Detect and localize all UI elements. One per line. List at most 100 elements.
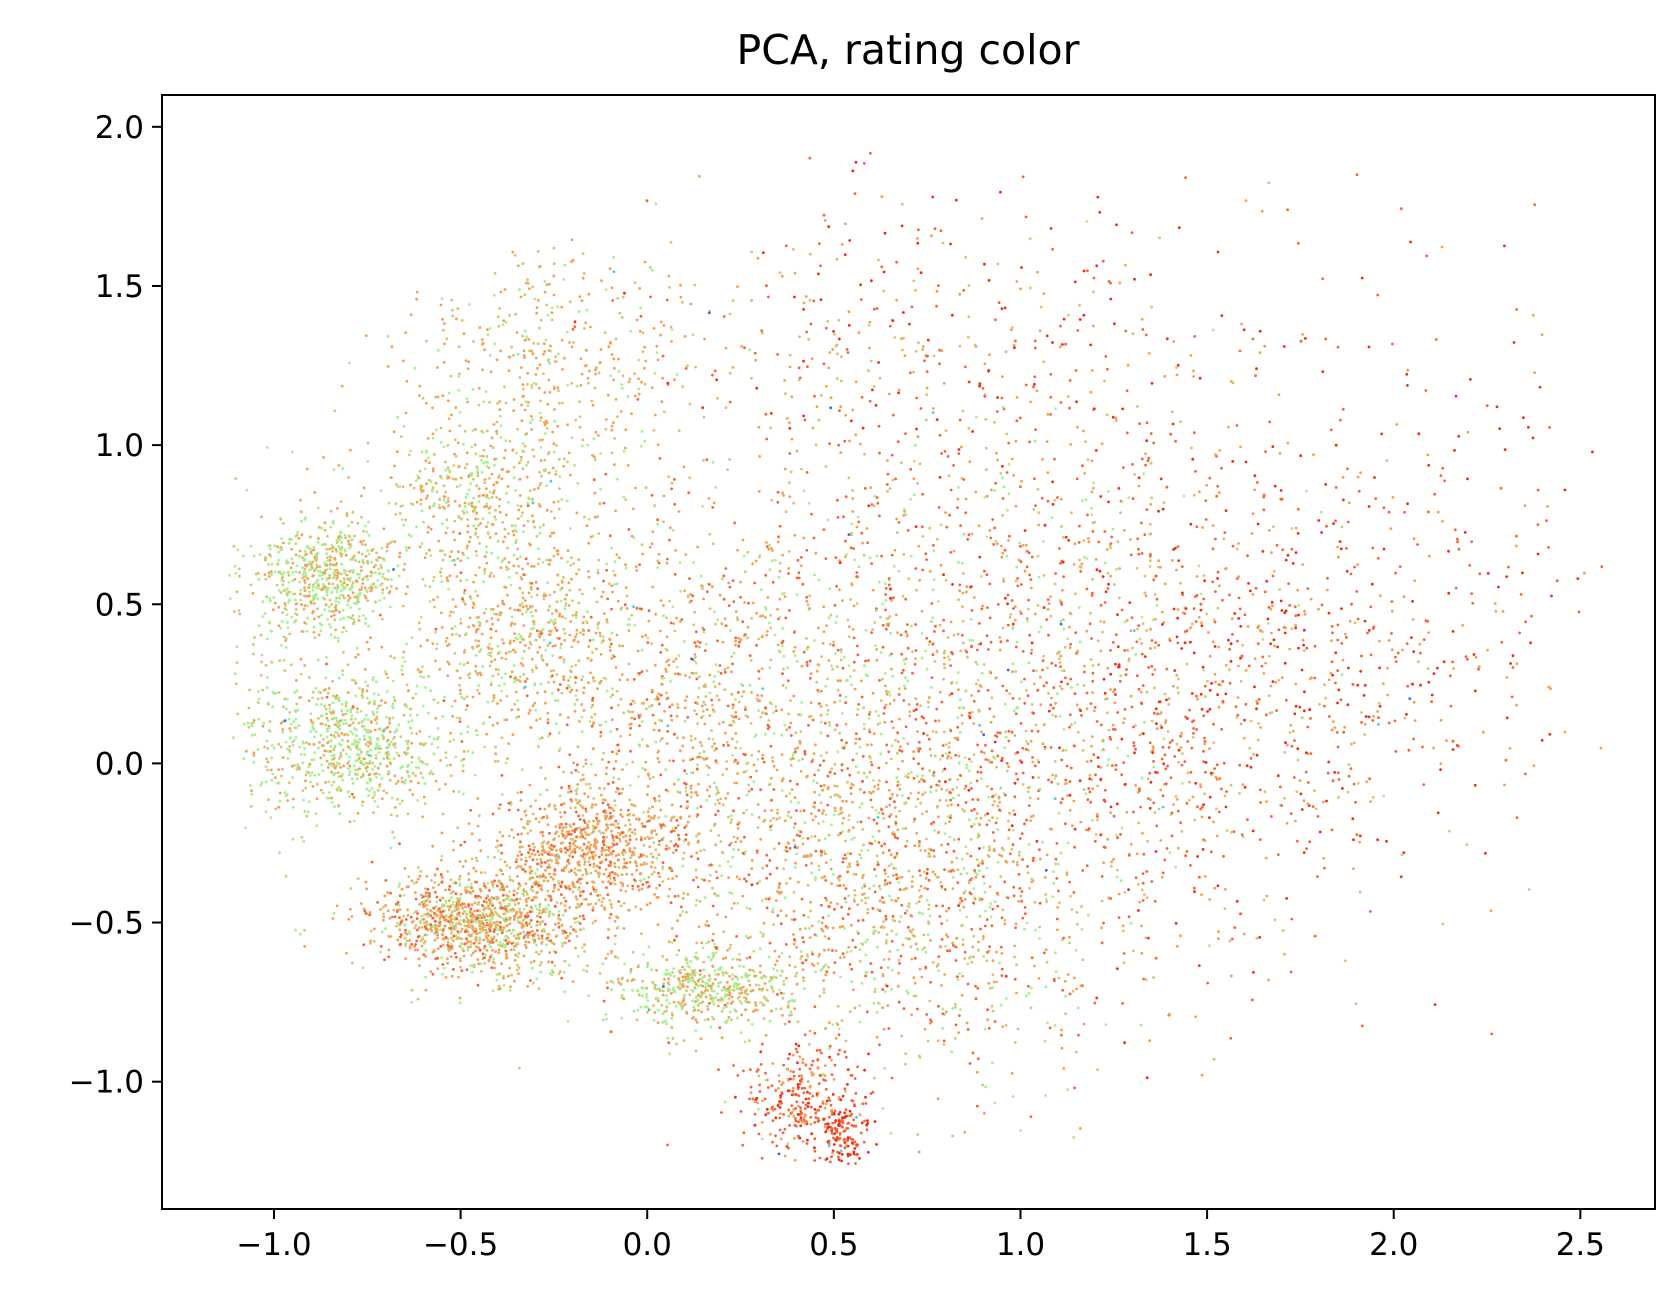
scatter-point <box>497 879 501 883</box>
scatter-point <box>284 603 288 607</box>
scatter-point <box>528 489 532 492</box>
scatter-point <box>518 915 522 918</box>
scatter-point <box>361 688 365 692</box>
scatter-point <box>328 703 331 707</box>
scatter-point <box>469 942 473 946</box>
scatter-point <box>299 598 303 602</box>
scatter-point <box>485 545 488 549</box>
scatter-point <box>574 946 577 950</box>
scatter-point <box>340 562 343 566</box>
scatter-point <box>673 990 677 994</box>
scatter-point <box>353 738 357 742</box>
scatter-point <box>491 622 495 626</box>
scatter-point <box>809 1115 813 1119</box>
scatter-point <box>538 915 542 919</box>
scatter-point <box>428 735 431 739</box>
scatter-point <box>491 699 495 703</box>
scatter-point <box>620 873 624 877</box>
scatter-point <box>645 862 648 866</box>
scatter-point <box>510 345 513 349</box>
scatter-point <box>228 597 232 600</box>
scatter-point <box>372 565 376 569</box>
scatter-point <box>292 720 296 723</box>
scatter-point <box>855 1115 858 1119</box>
scatter-point <box>450 550 453 553</box>
scatter-point <box>768 1019 772 1023</box>
scatter-point <box>526 519 530 523</box>
scatter-point <box>803 1107 807 1110</box>
scatter-point <box>351 614 355 617</box>
scatter-point <box>400 664 404 668</box>
scatter-point <box>703 337 706 341</box>
scatter-point <box>597 875 601 879</box>
scatter-point <box>710 989 713 992</box>
scatter-point <box>667 972 671 975</box>
scatter-point <box>290 538 293 541</box>
scatter-point <box>453 651 457 655</box>
scatter-point <box>794 1119 798 1123</box>
scatter-point <box>489 636 493 640</box>
scatter-point <box>694 982 698 986</box>
scatter-point <box>712 989 716 993</box>
scatter-point <box>370 589 373 592</box>
scatter-point <box>692 1009 696 1013</box>
scatter-point <box>382 597 386 600</box>
scatter-point <box>502 917 505 921</box>
scatter-point <box>843 1050 847 1054</box>
scatter-point <box>399 942 402 946</box>
scatter-point <box>318 587 321 591</box>
scatter-point <box>502 886 506 890</box>
scatter-point <box>691 977 695 981</box>
scatter-point <box>439 910 443 914</box>
scatter-point <box>707 979 711 983</box>
scatter-point <box>294 710 298 714</box>
scatter-point <box>846 1083 849 1086</box>
scatter-point <box>474 664 478 668</box>
scatter-point <box>567 679 570 682</box>
scatter-point <box>518 494 522 497</box>
scatter-point <box>354 559 357 562</box>
scatter-point <box>608 817 611 820</box>
scatter-point <box>866 1119 869 1122</box>
scatter-point <box>464 929 468 933</box>
scatter-point <box>779 1137 783 1141</box>
scatter-point <box>603 848 606 852</box>
scatter-point <box>764 1071 767 1075</box>
scatter-point <box>387 955 391 959</box>
scatter-point <box>286 620 289 624</box>
scatter-point <box>797 1104 800 1108</box>
scatter-point <box>818 1048 822 1052</box>
scatter-point <box>817 1091 820 1095</box>
scatter-point <box>748 968 752 972</box>
scatter-point <box>371 547 375 551</box>
scatter-point <box>498 414 502 418</box>
scatter-point <box>840 1159 843 1163</box>
scatter-point <box>288 590 292 594</box>
scatter-point <box>711 998 715 1001</box>
scatter-point <box>439 426 443 430</box>
scatter-point <box>348 795 351 799</box>
scatter-point <box>537 820 541 824</box>
scatter-point <box>467 502 471 505</box>
scatter-point <box>562 627 566 631</box>
scatter-point <box>547 939 551 942</box>
scatter-point <box>675 874 678 878</box>
scatter-point <box>748 983 752 987</box>
scatter-point <box>365 781 369 785</box>
scatter-point <box>628 834 632 838</box>
scatter-point <box>614 825 618 829</box>
scatter-point <box>397 723 401 727</box>
scatter-point <box>469 945 473 949</box>
scatter-point <box>789 1069 793 1073</box>
scatter-point <box>559 642 563 646</box>
scatter-point <box>328 791 331 794</box>
scatter-point <box>523 293 527 297</box>
scatter-point <box>452 738 456 742</box>
scatter-point <box>797 1074 801 1078</box>
scatter-point <box>730 966 734 969</box>
scatter-point <box>361 578 365 581</box>
scatter-point <box>523 914 527 918</box>
scatter-point <box>469 916 473 920</box>
scatter-point <box>542 815 545 819</box>
scatter-point <box>553 699 557 702</box>
